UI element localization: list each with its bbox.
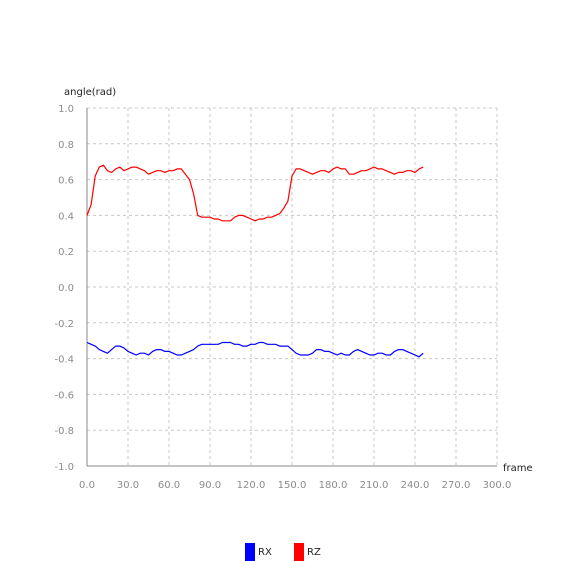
x-tick-label: 60.0 — [158, 480, 180, 491]
y-tick-label: 1.0 — [58, 104, 74, 115]
x-tick-label: 270.0 — [442, 480, 471, 491]
y-tick-label: 0.6 — [58, 176, 74, 187]
legend: RX RZ — [245, 543, 321, 561]
y-axis-title: angle(rad) — [64, 87, 116, 98]
y-tick-label: 0.2 — [58, 247, 74, 258]
legend-label-rx: RX — [258, 547, 272, 558]
series-line-rz — [86, 164, 424, 222]
y-tick-label: 0.4 — [58, 211, 74, 222]
y-tick-label: -0.2 — [54, 319, 74, 330]
axes — [86, 108, 497, 467]
x-tick-label: 210.0 — [360, 480, 389, 491]
x-axis-title: frame — [503, 463, 533, 474]
y-tick-label: -0.8 — [54, 426, 74, 437]
y-tick-label: -1.0 — [54, 462, 74, 473]
x-tick-label: 150.0 — [278, 480, 307, 491]
x-tick-label: 120.0 — [237, 480, 266, 491]
x-tick-label: 90.0 — [199, 480, 221, 491]
y-tick-label: -0.4 — [54, 355, 74, 366]
y-tick-label: 0.8 — [58, 140, 74, 151]
tick-labels: 0.0 30.0 60.0 90.0 120.0 150.0 180.0 210.0 240.0… — [54, 104, 511, 491]
grid — [87, 107, 498, 466]
x-tick-label: 30.0 — [117, 480, 139, 491]
series-line-rx — [86, 341, 424, 358]
x-tick-label: 180.0 — [319, 480, 348, 491]
y-tick-label: -0.6 — [54, 390, 74, 401]
legend-swatch-rx — [245, 543, 255, 561]
x-tick-label: 0.0 — [79, 480, 95, 491]
y-tick-label: 0.0 — [58, 283, 74, 294]
legend-swatch-rz — [294, 543, 304, 561]
x-tick-label: 240.0 — [401, 480, 430, 491]
series — [86, 164, 424, 358]
legend-label-rz: RZ — [307, 547, 321, 558]
x-tick-label: 300.0 — [483, 480, 512, 491]
